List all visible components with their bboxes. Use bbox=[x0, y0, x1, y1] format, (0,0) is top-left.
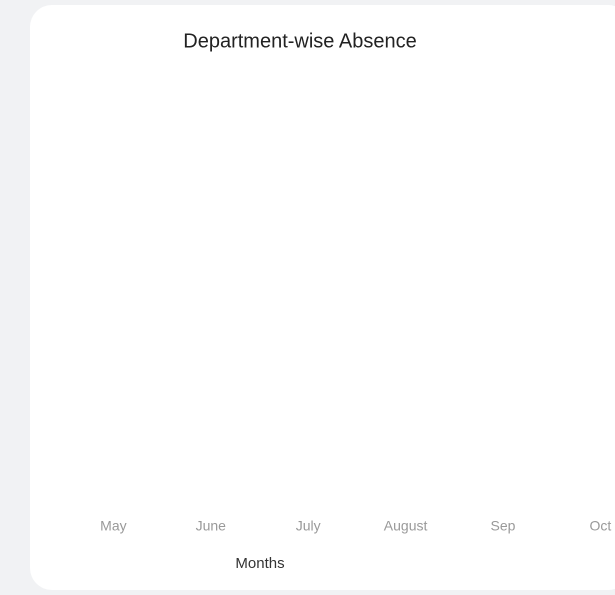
x-tick-label: Oct bbox=[590, 518, 612, 534]
card bbox=[30, 5, 615, 590]
x-tick-label: May bbox=[100, 518, 126, 534]
labels: April May June July August Sep Oct bbox=[2, 518, 612, 534]
x-tick-label: July bbox=[296, 518, 321, 534]
x-tick-label: April bbox=[2, 518, 30, 534]
x-tick-label: August bbox=[384, 518, 428, 534]
chart-title: Department-wise Absence bbox=[183, 30, 416, 52]
x-tick-label: Sep bbox=[491, 518, 516, 534]
x-tick-label: June bbox=[196, 518, 227, 534]
x-axis-label: Months bbox=[235, 555, 284, 572]
